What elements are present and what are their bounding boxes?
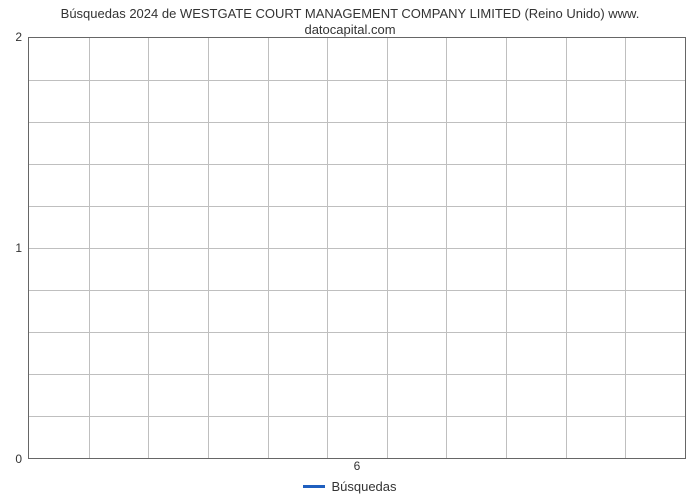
legend: Búsquedas [303,479,396,494]
y-tick-1: 1 [15,241,22,255]
chart-title: Búsquedas 2024 de WESTGATE COURT MANAGEM… [61,6,640,37]
chart-title-line-1: Búsquedas 2024 de WESTGATE COURT MANAGEM… [61,6,640,22]
chart-title-line-2: datocapital.com [61,22,640,38]
chart-container: Búsquedas 2024 de WESTGATE COURT MANAGEM… [0,0,700,500]
y-tick-2: 2 [15,30,22,44]
y-axis: 2 1 0 [0,37,28,459]
grid-box [28,37,686,459]
legend-label: Búsquedas [331,479,396,494]
y-tick-0: 0 [15,452,22,466]
plot-area: 2 1 0 [0,37,700,459]
x-tick-0: 6 [354,459,361,473]
legend-swatch [303,485,325,488]
